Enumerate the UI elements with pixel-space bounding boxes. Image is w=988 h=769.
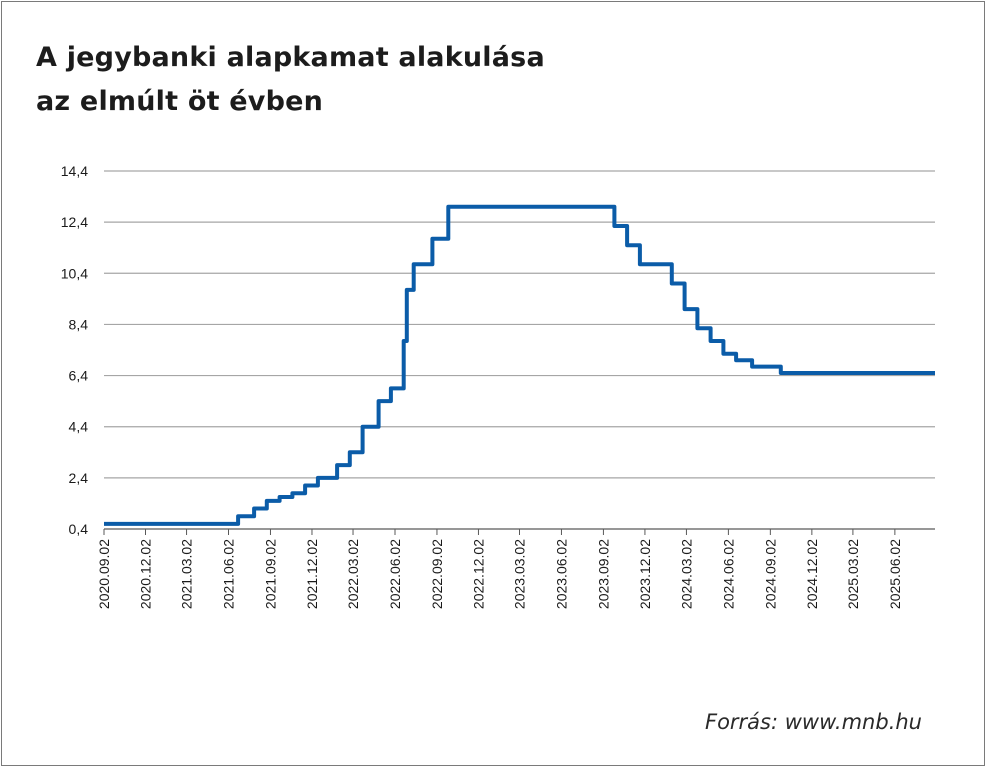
x-tick-label: 2023.09.02 xyxy=(595,539,611,609)
x-tick-label: 2021.03.02 xyxy=(179,539,195,609)
y-tick-label: 14,4 xyxy=(61,163,88,179)
chart-title-line-1: A jegybanki alapkamat alakulása xyxy=(36,42,545,73)
y-tick-label: 2,4 xyxy=(69,470,89,486)
y-tick-label: 12,4 xyxy=(61,214,88,230)
x-tick-label: 2022.06.02 xyxy=(387,539,403,609)
x-tick-label: 2023.12.02 xyxy=(637,539,653,609)
y-tick-label: 4,4 xyxy=(69,419,89,435)
x-tick-label: 2023.03.02 xyxy=(512,539,528,609)
x-tick-label: 2022.12.02 xyxy=(470,539,486,609)
x-tick-label: 2024.12.02 xyxy=(804,539,820,609)
chart-title: A jegybanki alapkamat alakulása az elmúl… xyxy=(36,36,545,124)
x-tick-label: 2021.09.02 xyxy=(262,539,278,609)
y-tick-label: 8,4 xyxy=(69,316,89,332)
x-tick-label: 2024.09.02 xyxy=(762,539,778,609)
y-tick-label: 0,4 xyxy=(69,521,89,537)
x-tick-label: 2022.09.02 xyxy=(429,539,445,609)
chart-title-line-2: az elmúlt öt évben xyxy=(36,86,324,117)
source-note: Forrás: www.mnb.hu xyxy=(704,710,922,734)
x-tick-label: 2024.03.02 xyxy=(678,539,694,609)
x-tick-label: 2020.12.02 xyxy=(138,539,154,609)
y-tick-label: 10,4 xyxy=(61,265,88,281)
x-tick-label: 2023.06.02 xyxy=(553,539,569,609)
x-tick-label: 2021.12.02 xyxy=(304,539,320,609)
y-tick-label: 6,4 xyxy=(69,368,89,384)
base-rate-series-line xyxy=(104,204,935,526)
x-tick-label: 2020.09.02 xyxy=(96,539,112,609)
x-tick-label: 2025.03.02 xyxy=(845,539,861,609)
x-tick-label: 2022.03.02 xyxy=(345,539,361,609)
x-tick-label: 2024.06.02 xyxy=(720,539,736,609)
x-tick-label: 2021.06.02 xyxy=(221,539,237,609)
x-tick-label: 2025.06.02 xyxy=(887,539,903,609)
